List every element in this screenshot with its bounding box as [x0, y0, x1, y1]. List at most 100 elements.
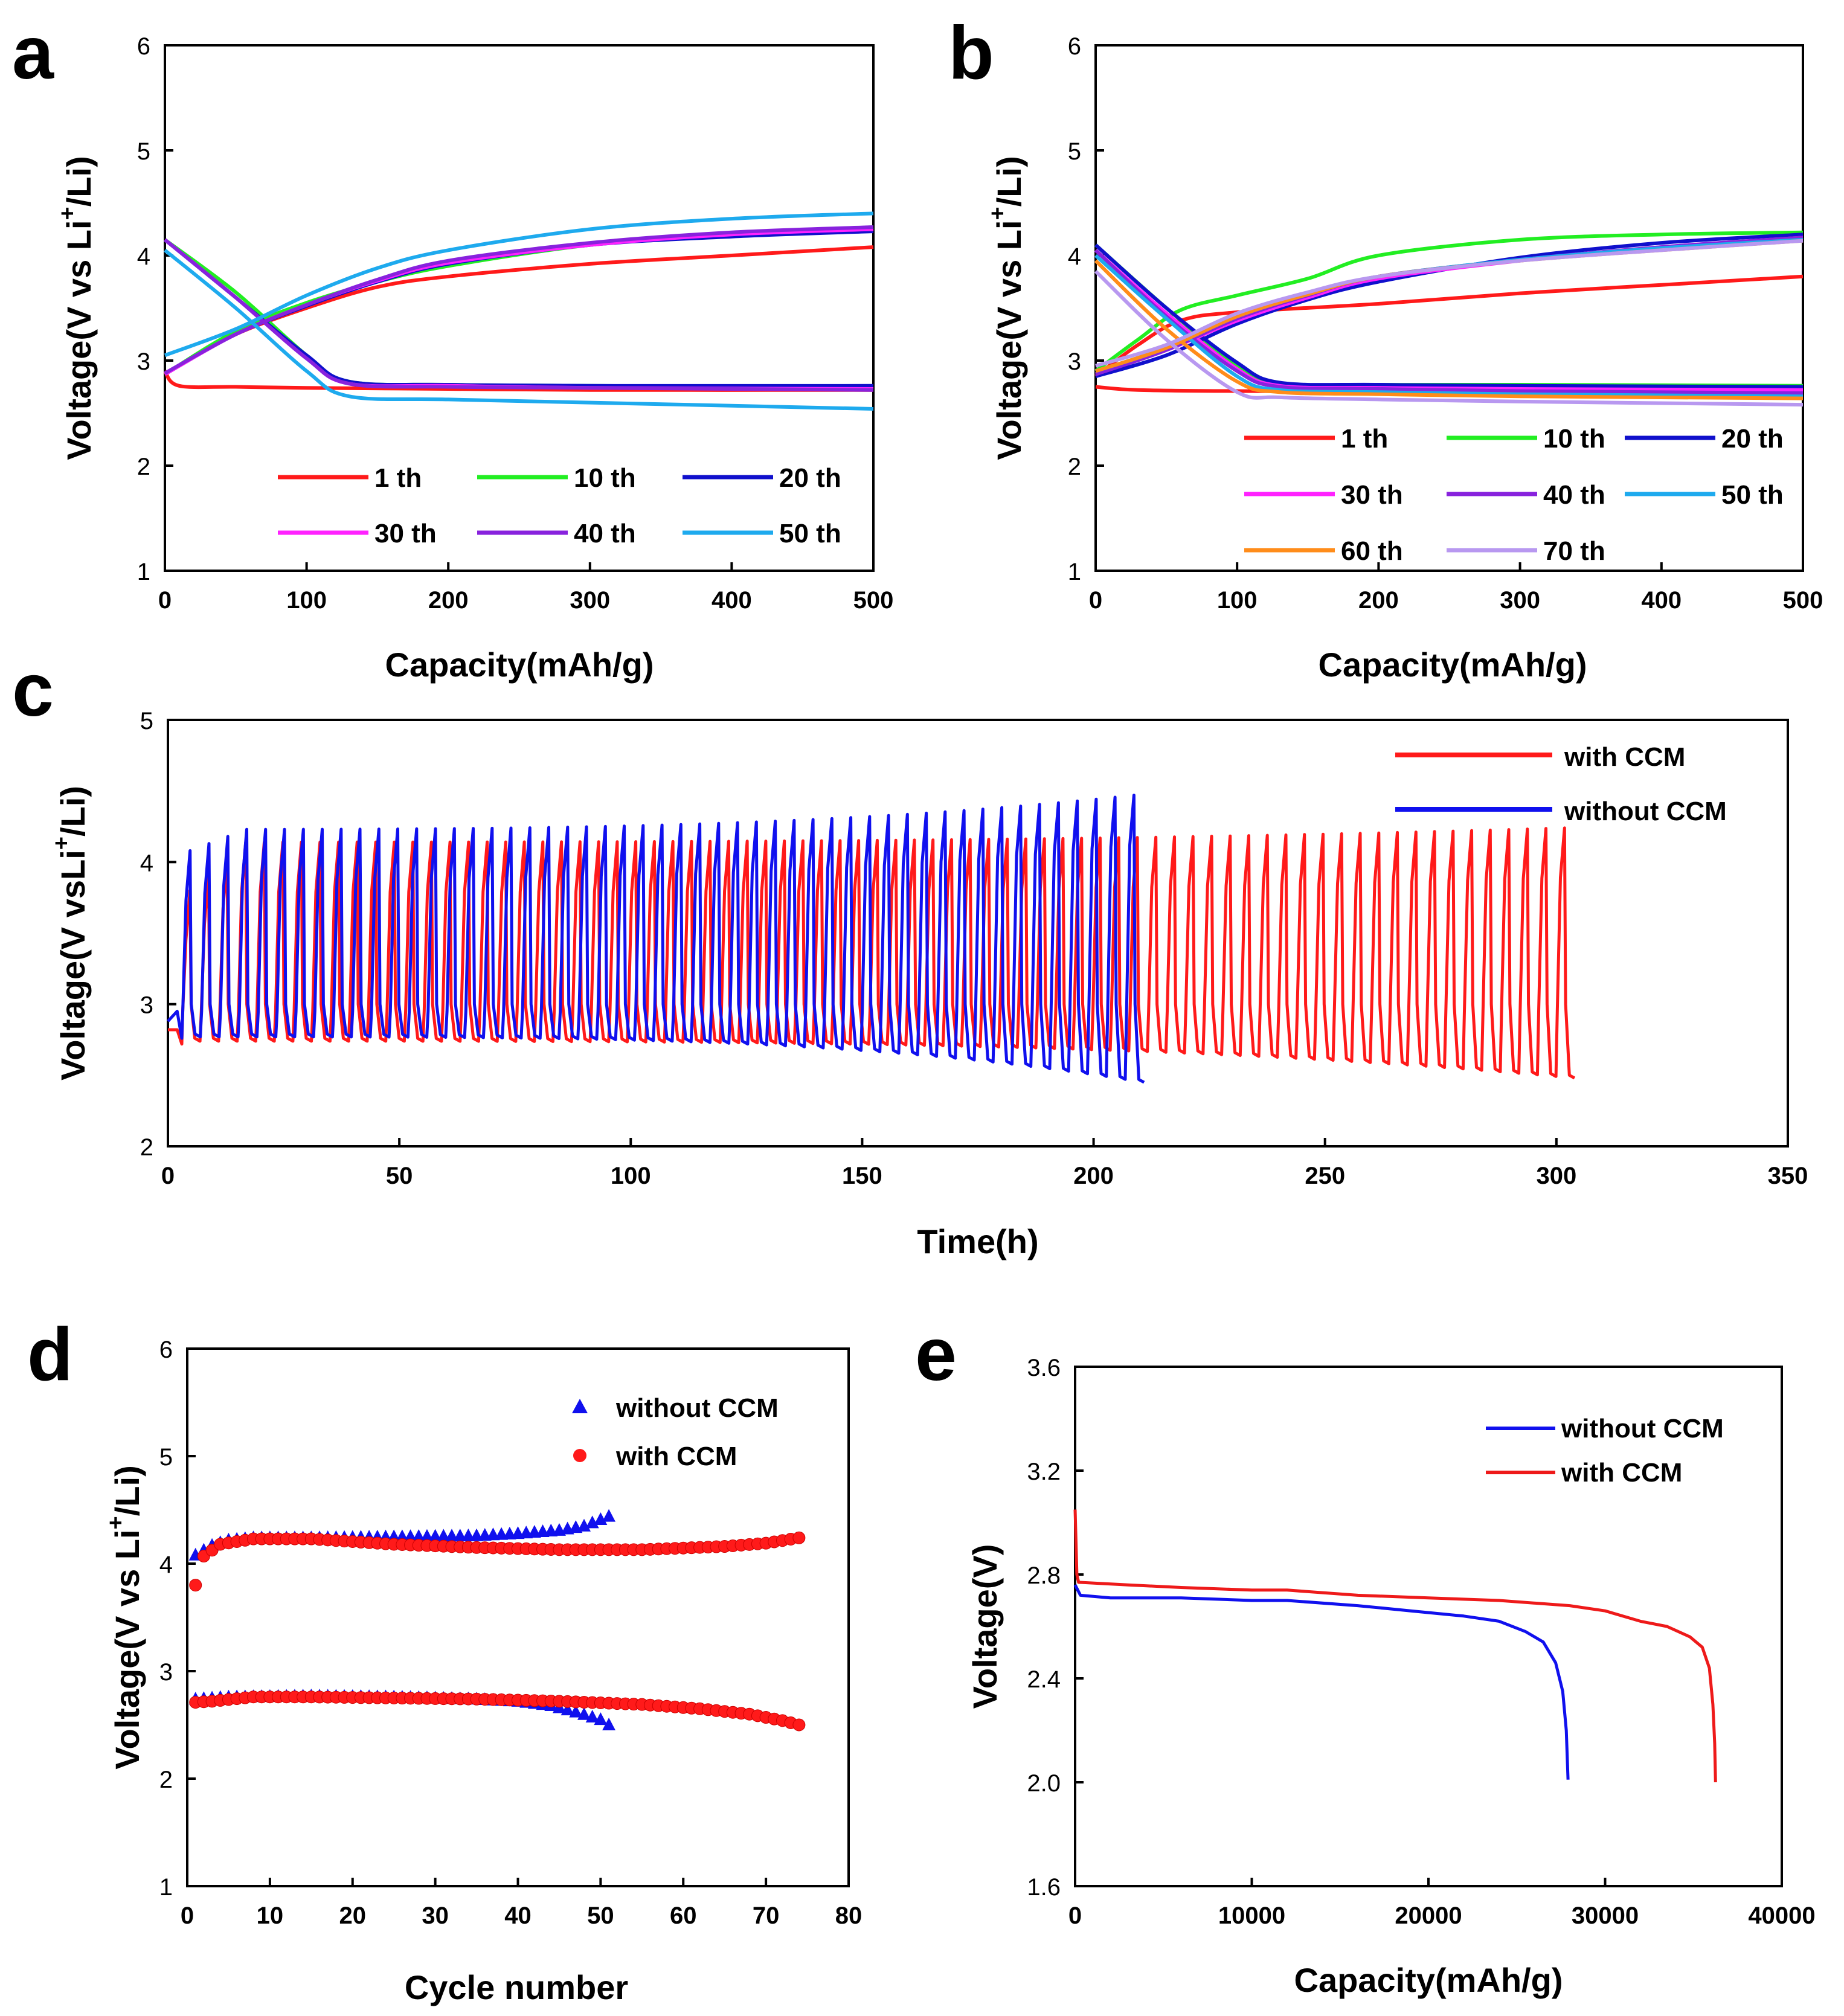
legend-label-4: 40 th [574, 519, 636, 548]
panel-c: 0 50 100 150 200 250 300 350 2 3 4 5 c Time(h) Voltage… [12, 649, 1808, 1260]
legend-label-5: 50 th [1721, 480, 1784, 510]
series-0-lower-point [602, 1718, 616, 1730]
x-tick-label: 150 [842, 1163, 882, 1189]
y-tick-label: 2.4 [1027, 1666, 1061, 1693]
panel-d: 0 10 20 30 40 50 60 70 80 1 2 3 4 5 6 d Cycle number Volt… [27, 1313, 862, 2006]
x-tick-label: 0 [158, 587, 172, 614]
y-tick-label: 6 [159, 1337, 173, 1363]
tick-labels: 0 10000 20000 30000 40000 1.6 2.0 2.4 2.8 3.2 3.6 [1027, 1355, 1815, 1929]
panel-b: 0 100 200 300 400 500 1 2 3 4 5 6 b Capacity(mAh/g) Vo… [948, 11, 1823, 684]
x-tick-label: 300 [1500, 587, 1540, 614]
series-0-lower-point [561, 1703, 574, 1716]
x-tick-label: 400 [1641, 587, 1682, 614]
x-tick-label: 400 [712, 587, 752, 614]
y-axis-label: Voltage(V vs Li+/Li) [985, 156, 1028, 460]
y-axis-label-main: Voltage(V) [966, 1544, 1004, 1709]
y-axis-label-tail: /Li) [54, 786, 92, 836]
y-axis-label-tail: /Li) [990, 156, 1028, 207]
series-0-lower-point [594, 1712, 608, 1725]
x-tick-label: 30 [422, 1902, 449, 1929]
y-tick-label: 5 [159, 1444, 173, 1471]
tick-labels: 0 10 20 30 40 50 60 70 80 1 2 3 4 5 6 [159, 1337, 863, 1929]
x-tick-label: 10 [257, 1902, 284, 1929]
series-1-line [1073, 1509, 1717, 1783]
y-axis-label-main: Voltage(V vsLi [54, 850, 92, 1080]
panel-label: d [27, 1313, 73, 1396]
x-tick-label: 10000 [1218, 1902, 1285, 1929]
x-tick-label: 0 [161, 1163, 175, 1189]
legend-label-0: 1 th [1341, 424, 1388, 454]
x-tick-label: 200 [1073, 1163, 1114, 1189]
x-tick-label: 200 [428, 587, 469, 614]
x-axis-label: Capacity(mAh/g) [1294, 1961, 1563, 1999]
x-tick-label: 350 [1768, 1163, 1808, 1189]
y-tick-label: 1 [159, 1874, 173, 1901]
y-tick-label: 5 [140, 708, 153, 734]
y-axis-label: Voltage(V vs Li+/Li) [103, 1465, 146, 1769]
legend-label-1: 10 th [574, 463, 636, 493]
y-tick-label: 3.6 [1027, 1355, 1061, 1381]
legend-swatch-0 [572, 1399, 588, 1413]
panel-label: a [12, 11, 54, 95]
series-0-upper-point [594, 1512, 608, 1526]
y-tick-label: 4 [1068, 243, 1081, 270]
legend-label-1: with CCM [1561, 1458, 1682, 1488]
series-lines [1073, 1509, 1717, 1783]
y-tick-label: 1.6 [1027, 1874, 1061, 1901]
panel-label: e [915, 1313, 957, 1396]
series-0-lower-point [569, 1704, 583, 1718]
y-axis-label-superscript: + [985, 207, 1010, 220]
y-tick-label: 2 [140, 1134, 153, 1161]
legend-label-7: 70 th [1543, 536, 1605, 566]
legend-label-1: without CCM [1564, 797, 1727, 826]
legend-label-0: without CCM [1561, 1414, 1724, 1443]
series-5-discharge-line [1094, 254, 1804, 399]
plot-frame [167, 719, 1789, 1148]
legend-label-1: 10 th [1543, 424, 1605, 454]
y-tick-label: 5 [137, 138, 150, 165]
y-axis-label-tail: /Li) [60, 156, 98, 207]
x-tick-label: 40000 [1748, 1902, 1815, 1929]
series-0-lower-point [585, 1709, 599, 1722]
y-tick-label: 4 [140, 850, 153, 876]
series-lines [1094, 230, 1804, 407]
y-tick-label: 6 [137, 33, 150, 60]
series-1-upper-point [792, 1531, 806, 1544]
series-lines [167, 794, 1576, 1084]
y-tick-label: 1 [137, 559, 150, 585]
legend-label-3: 30 th [1341, 480, 1403, 510]
series-4-discharge-line [164, 238, 874, 392]
tick-labels: 0 50 100 150 200 250 300 350 2 3 4 5 [140, 708, 1808, 1189]
series-lines [163, 211, 874, 411]
legend: without CCM with CCM [1486, 1414, 1724, 1488]
x-tick-label: 250 [1305, 1163, 1345, 1189]
x-tick-label: 0 [181, 1902, 194, 1929]
x-tick-label: 50 [386, 1163, 413, 1189]
series-5-charge-line [164, 211, 874, 358]
x-tick-label: 300 [1536, 1163, 1576, 1189]
panel-e: 0 10000 20000 30000 40000 1.6 2.0 2.4 2.8 3.2 3.6 e… [915, 1313, 1816, 1999]
y-axis-label-superscript: + [55, 207, 80, 220]
x-tick-label: 300 [570, 587, 610, 614]
x-axis-label: Cycle number [405, 1968, 628, 2006]
y-axis-label-main: Voltage(V vs Li [108, 1529, 146, 1769]
series-0-upper-point [602, 1509, 616, 1522]
x-axis-label: Capacity(mAh/g) [1319, 646, 1587, 684]
x-tick-label: 0 [1089, 587, 1102, 614]
y-axis-label: Voltage(V) [966, 1544, 1004, 1709]
series-5-discharge-line [164, 248, 874, 411]
x-tick-label: 30000 [1572, 1902, 1639, 1929]
legend: 1 th 10 th 20 th 30 th 40 th 50 th [278, 463, 841, 548]
x-axis-label: Time(h) [917, 1222, 1038, 1260]
series-1-upper-point [189, 1579, 202, 1592]
y-tick-label: 3 [137, 348, 150, 375]
y-tick-label: 1 [1068, 559, 1081, 585]
tick-labels: 0 100 200 300 400 500 1 2 3 4 5 6 [1068, 33, 1823, 614]
x-tick-label: 40 [504, 1902, 532, 1929]
y-tick-label: 3 [140, 992, 153, 1019]
plot-frame [164, 44, 875, 572]
legend: without CCM with CCM [572, 1393, 779, 1471]
x-tick-label: 70 [753, 1902, 780, 1929]
y-tick-label: 3 [1068, 348, 1081, 375]
y-axis-label-superscript: + [103, 1516, 129, 1529]
